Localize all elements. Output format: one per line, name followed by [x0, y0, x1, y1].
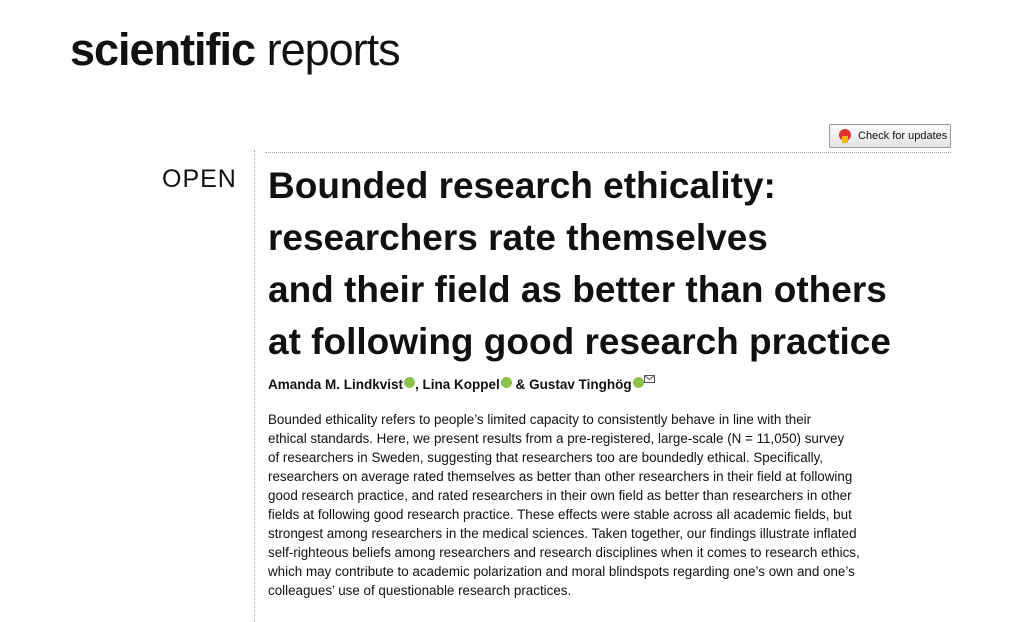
author-name: Lina Koppel — [422, 377, 500, 392]
check-icon — [839, 129, 851, 143]
journal-name-regular: reports — [266, 24, 401, 75]
divider-horizontal — [265, 152, 951, 153]
abstract-line: strongest among researchers in the medic… — [268, 526, 857, 541]
abstract-line: of researchers in Sweden, suggesting tha… — [268, 450, 824, 465]
journal-logo: scientific reports — [70, 24, 401, 76]
divider-vertical — [254, 150, 255, 622]
title-line: at following good research practice — [268, 321, 891, 362]
open-access-label: OPEN — [162, 165, 237, 193]
abstract-line: fields at following good research practi… — [268, 507, 852, 522]
email-icon — [643, 375, 655, 383]
abstract-line: which may contribute to academic polariz… — [268, 564, 855, 579]
author-list: Amanda M. Lindkvist, Lina Koppel & Gusta… — [268, 375, 655, 392]
abstract: Bounded ethicality refers to people’s li… — [268, 410, 860, 600]
orcid-icon — [500, 377, 512, 388]
abstract-line: ethical standards. Here, we present resu… — [268, 431, 845, 446]
author-separator: & — [511, 377, 530, 392]
title-line: and their field as better than others — [268, 269, 887, 310]
author-name: Amanda M. Lindkvist — [268, 377, 404, 392]
abstract-line: good research practice, and rated resear… — [268, 488, 852, 503]
title-line: researchers rate themselves — [268, 217, 768, 258]
abstract-line: researchers on average rated themselves … — [268, 469, 853, 484]
abstract-line: self-righteous beliefs among researchers… — [268, 545, 860, 560]
author-separator: , — [415, 377, 423, 392]
title-line: Bounded research ethicality: — [268, 165, 776, 206]
orcid-icon — [404, 377, 416, 388]
author-name: Gustav Tinghög — [529, 377, 632, 392]
article-title: Bounded research ethicality: researchers … — [268, 160, 891, 368]
check-for-updates-button[interactable]: Check for updates — [829, 124, 951, 148]
orcid-icon — [632, 377, 644, 388]
check-label: Check for updates — [858, 130, 948, 142]
abstract-line: Bounded ethicality refers to people’s li… — [268, 412, 812, 427]
journal-name-bold: scientific — [70, 24, 256, 75]
abstract-line: colleagues’ use of questionable research… — [268, 583, 572, 598]
